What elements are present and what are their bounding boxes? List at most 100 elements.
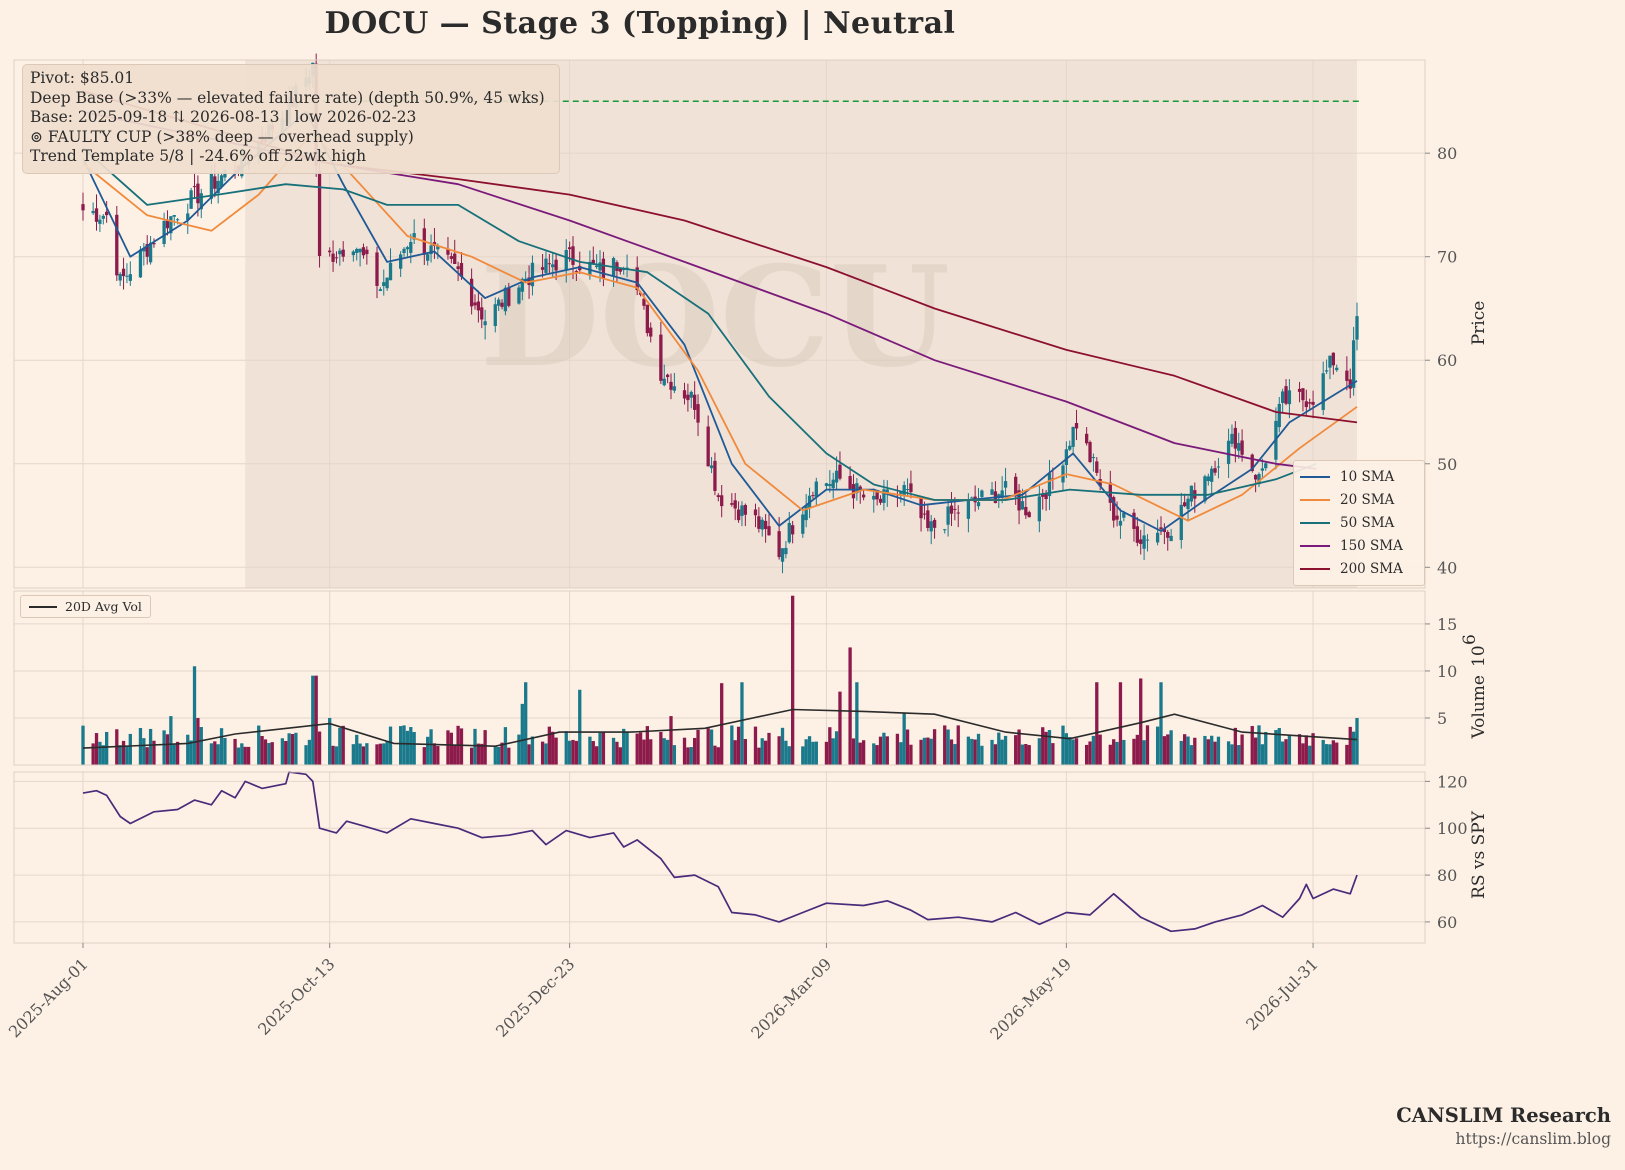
candle-body xyxy=(686,394,690,401)
volume-bar xyxy=(1091,735,1096,765)
candle-body xyxy=(1122,512,1126,518)
candle-body xyxy=(199,193,203,210)
candle-body xyxy=(882,489,886,503)
candle-body xyxy=(709,465,714,469)
volume-bar xyxy=(966,736,971,765)
candle-body xyxy=(777,531,781,558)
volume-bar xyxy=(824,741,829,765)
volume-bar xyxy=(148,728,153,765)
candle-body xyxy=(659,334,663,381)
volume-bar xyxy=(956,725,960,765)
candle-body xyxy=(713,460,717,491)
candle-body xyxy=(530,262,535,287)
volume-bar xyxy=(696,729,700,765)
legend-swatch xyxy=(1300,498,1330,501)
candle-body xyxy=(1047,473,1052,497)
volume-bar xyxy=(1189,745,1194,765)
candle-body xyxy=(899,491,903,494)
candle-body xyxy=(1014,476,1018,497)
volume-bar xyxy=(1335,742,1339,765)
volume-bar xyxy=(547,726,551,765)
volume-bar xyxy=(334,746,339,765)
volume-bar xyxy=(662,738,666,765)
candle-body xyxy=(1139,539,1143,544)
candle-body xyxy=(493,304,497,327)
volume-bar xyxy=(902,713,906,765)
volume-bar xyxy=(1159,682,1163,765)
volume-bar xyxy=(811,741,815,765)
rs-tick-label: 120 xyxy=(1437,772,1468,791)
candle-body xyxy=(544,258,548,273)
volume-bar xyxy=(1274,730,1278,765)
volume-bar xyxy=(993,744,998,765)
volume-bar xyxy=(1183,734,1187,765)
volume-bar xyxy=(976,733,981,765)
candle-body xyxy=(152,242,156,245)
volume-bar xyxy=(601,731,606,765)
candle-body xyxy=(791,525,795,535)
candle-body xyxy=(926,510,930,528)
volume-bar xyxy=(453,745,457,765)
candle-body xyxy=(1166,532,1170,538)
volume-bar xyxy=(216,744,220,765)
candle-body xyxy=(473,302,477,306)
candle-body xyxy=(1230,433,1234,444)
volume-bar xyxy=(209,743,214,765)
volume-unit-exponent: 6 xyxy=(1460,634,1480,645)
legend-label: 20D Avg Vol xyxy=(65,599,142,614)
candle-body xyxy=(669,381,673,390)
volume-bar xyxy=(1233,727,1237,765)
volume-bar xyxy=(1068,737,1072,765)
volume-bar xyxy=(1308,745,1312,765)
volume-bar xyxy=(331,745,335,765)
volume-bar xyxy=(611,737,616,765)
panel-frame xyxy=(13,590,1426,766)
candle-body xyxy=(551,264,555,268)
volume-bar xyxy=(970,738,974,765)
candle-body xyxy=(1240,440,1244,455)
candle-body xyxy=(665,374,670,378)
volume-bar xyxy=(270,742,274,765)
volume-bar xyxy=(791,595,795,765)
candle-body xyxy=(811,495,815,497)
candle-body xyxy=(615,262,619,271)
volume-bar xyxy=(483,730,487,765)
volume-bar xyxy=(436,746,440,765)
volume-bar xyxy=(878,736,883,765)
volume-bar xyxy=(686,747,690,765)
candle-body xyxy=(1260,468,1265,471)
volume-bar xyxy=(1206,739,1210,765)
volume-bar xyxy=(625,732,629,765)
candle-body xyxy=(480,307,484,320)
volume-bar xyxy=(236,747,241,765)
candle-body xyxy=(763,520,768,530)
candle-body xyxy=(696,404,700,423)
volume-bar xyxy=(848,647,852,765)
candle-body xyxy=(196,183,200,204)
volume-bar xyxy=(1020,744,1025,765)
volume-bar xyxy=(1122,739,1126,765)
candle-body xyxy=(943,529,947,531)
volume-bar xyxy=(544,743,548,765)
volume-bar xyxy=(240,743,244,765)
volume-bar xyxy=(980,745,984,765)
brand-url: https://canslim.blog xyxy=(1455,1130,1611,1148)
candle-body xyxy=(1351,340,1356,388)
candle-body xyxy=(929,521,933,532)
volume-bar xyxy=(459,728,464,765)
volume-bar xyxy=(564,731,568,765)
chart-title: DOCU — Stage 3 (Topping) | Neutral xyxy=(324,6,956,41)
candle-body xyxy=(81,204,85,211)
volume-bar xyxy=(899,742,903,765)
candle-body xyxy=(1237,442,1241,451)
volume-bar xyxy=(814,741,818,765)
candle-body xyxy=(186,213,190,221)
volume-bar xyxy=(402,725,406,765)
volume-bar xyxy=(1024,744,1028,765)
volume-bar xyxy=(1277,728,1281,765)
candle-body xyxy=(953,508,957,510)
candle-body xyxy=(365,249,369,255)
candle-body xyxy=(672,386,677,391)
candle-body xyxy=(142,247,146,252)
volume-bar xyxy=(780,727,785,765)
